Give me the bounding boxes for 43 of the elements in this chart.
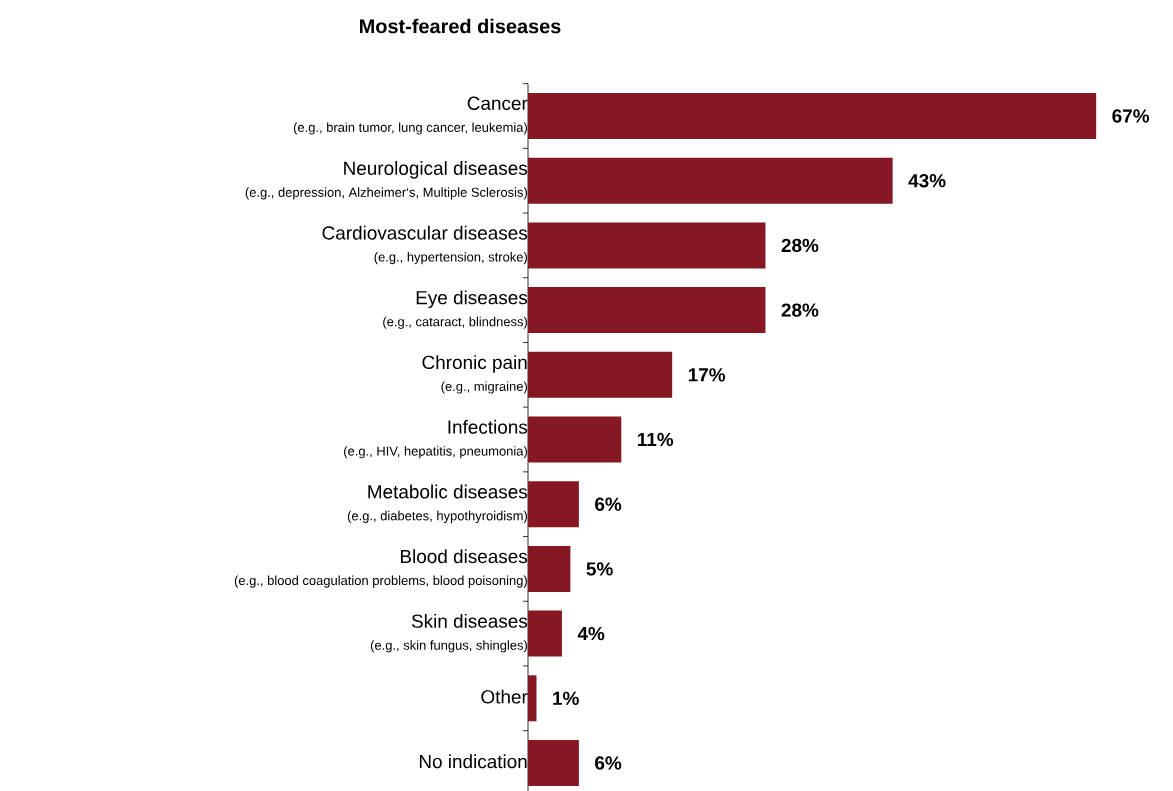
data-label: 6% xyxy=(595,497,622,511)
text: (e.g., cataract, blindness) xyxy=(383,316,527,329)
y-tick-label: Chronic pain xyxy=(422,355,527,373)
y-tick-label: Eye diseases xyxy=(416,290,528,309)
bar xyxy=(528,157,893,204)
bar xyxy=(528,351,673,398)
bar xyxy=(528,740,579,787)
y-tick-label: Skin diseases xyxy=(411,613,528,628)
bar xyxy=(528,93,1097,139)
text: (e.g., blood coagulation problems, blood poisoning) xyxy=(234,575,527,588)
y-tick-label: Infections xyxy=(448,419,528,434)
bar xyxy=(528,416,622,463)
y-tick-label: Blood diseases xyxy=(400,549,528,564)
y-tick-label: Neurological diseases xyxy=(344,161,528,179)
data-label: 17% xyxy=(688,368,726,382)
data-label: 28% xyxy=(781,238,819,253)
text: (e.g., hypertension, stroke) xyxy=(374,252,527,265)
y-tick-label: Metabolic diseases xyxy=(368,484,528,499)
text: (e.g., diabetes, hypothyroidism) xyxy=(347,510,527,523)
text: (e.g., brain tumor, lung cancer, leukemia) xyxy=(293,122,527,135)
data-label: 4% xyxy=(577,626,605,641)
bar xyxy=(528,545,571,592)
data-label: 28% xyxy=(781,303,819,317)
text: (e.g., depression, Alzheimer‘s, Multiple Sclerosis) xyxy=(245,187,527,200)
bar xyxy=(528,222,766,269)
bar xyxy=(528,481,579,528)
chart-title: Most-feared diseases xyxy=(360,18,561,34)
data-label: 5% xyxy=(586,562,613,576)
text: (e.g., migraine) xyxy=(441,381,527,394)
text: (e.g., skin fungus, shingles) xyxy=(370,640,527,653)
data-label: 43% xyxy=(908,173,946,188)
y-tick-label: Other xyxy=(481,689,528,704)
data-label: 11% xyxy=(637,432,674,447)
data-label: 1% xyxy=(553,691,579,705)
bar xyxy=(528,675,537,722)
bar xyxy=(528,287,766,334)
y-tick-label: Cardiovascular diseases xyxy=(322,225,528,240)
data-label: 67% xyxy=(1112,109,1150,123)
text: (e.g., HIV, hepatitis, pneumonia) xyxy=(344,446,527,459)
data-label: 6% xyxy=(595,756,622,770)
y-tick-label: No indication xyxy=(419,754,527,769)
bar xyxy=(528,610,562,657)
y-tick-label: Cancer xyxy=(467,96,528,111)
